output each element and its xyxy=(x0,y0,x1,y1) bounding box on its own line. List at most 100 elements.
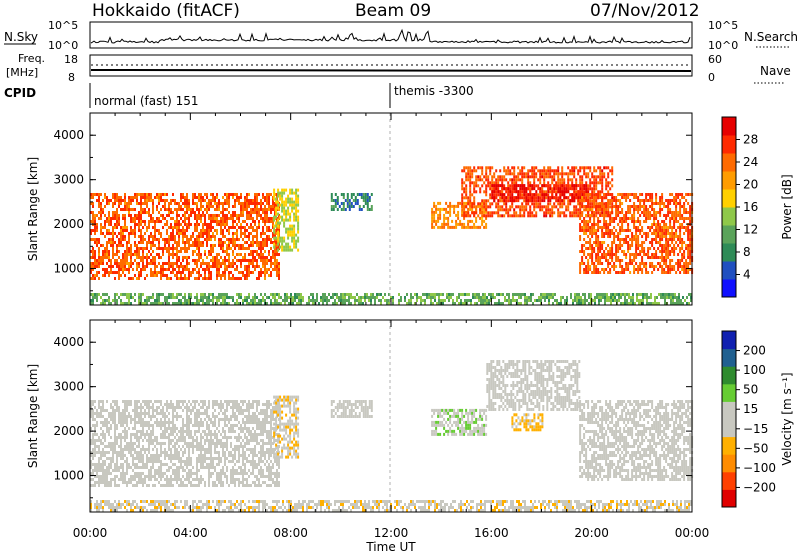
power-echo-cell xyxy=(522,293,524,296)
power-echo-cell xyxy=(673,238,676,241)
power-echo-cell xyxy=(218,268,220,271)
power-echo-cell xyxy=(176,296,178,299)
power-echo-cell xyxy=(457,204,460,208)
power-echo-cell xyxy=(527,175,530,179)
power-echo-cell xyxy=(266,202,268,205)
power-echo-cell xyxy=(275,206,278,210)
power-echo-cell xyxy=(226,253,228,256)
power-echo-cell xyxy=(286,296,288,299)
power-echo-cell xyxy=(623,220,626,223)
power-echo-cell xyxy=(433,216,436,220)
power-echo-cell xyxy=(172,256,174,259)
power-echo-cell xyxy=(216,256,218,259)
power-echo-cell xyxy=(653,256,656,259)
power-echo-cell xyxy=(200,235,202,238)
power-echo-cell xyxy=(264,274,266,277)
power-echo-cell xyxy=(573,193,576,197)
power-echo-cell xyxy=(601,178,604,182)
power-echo-cell xyxy=(120,235,122,238)
power-echo-cell xyxy=(104,299,106,302)
power-echo-cell xyxy=(182,256,184,259)
power-echo-cell xyxy=(589,205,592,209)
power-echo-cell xyxy=(489,184,492,188)
power-echo-cell xyxy=(679,235,682,238)
power-echo-cell xyxy=(162,238,164,241)
power-echo-cell xyxy=(609,232,612,235)
power-echo-cell xyxy=(583,226,586,229)
velocity-echo-cell xyxy=(92,433,94,436)
power-echo-cell xyxy=(484,302,486,305)
power-echo-cell xyxy=(106,232,108,235)
power-echo-cell xyxy=(244,247,246,250)
power-echo-cell xyxy=(98,211,100,214)
power-echo-cell xyxy=(260,241,262,244)
power-echo-cell xyxy=(273,218,276,222)
power-echo-cell xyxy=(549,175,552,179)
power-echo-cell xyxy=(639,199,642,202)
power-echo-cell xyxy=(152,293,154,296)
power-echo-cell xyxy=(601,262,604,265)
power-echo-cell xyxy=(116,293,118,296)
power-echo-cell xyxy=(240,271,242,274)
power-echo-cell xyxy=(595,241,598,244)
power-echo-cell xyxy=(154,259,156,262)
power-echo-cell xyxy=(246,277,248,280)
power-echo-cell xyxy=(631,235,634,238)
power-echo-cell xyxy=(102,226,104,229)
power-echo-cell xyxy=(212,259,214,262)
power-echo-cell xyxy=(655,253,658,256)
power-echo-cell xyxy=(643,211,646,214)
power-echo-cell xyxy=(277,200,280,204)
power-echo-cell xyxy=(494,296,496,299)
power-echo-cell xyxy=(242,271,244,274)
power-echo-cell xyxy=(449,204,452,208)
power-echo-cell xyxy=(555,172,558,176)
power-echo-cell xyxy=(609,199,612,202)
power-echo-cell xyxy=(168,296,170,299)
power-echo-cell xyxy=(192,271,194,274)
power-echo-cell xyxy=(114,217,116,220)
power-echo-cell xyxy=(581,166,584,170)
power-echo-cell xyxy=(649,196,652,199)
power-echo-cell xyxy=(599,226,602,229)
power-echo-cell xyxy=(277,218,280,222)
power-echo-cell xyxy=(130,296,132,299)
power-echo-cell xyxy=(511,166,514,170)
power-echo-cell xyxy=(633,202,636,205)
power-echo-cell xyxy=(368,299,370,302)
power-echo-cell xyxy=(428,293,430,296)
power-echo-cell xyxy=(671,229,674,232)
power-echo-cell xyxy=(180,229,182,232)
freq-frame xyxy=(89,54,693,77)
power-echo-cell xyxy=(140,235,142,238)
power-echo-cell xyxy=(471,193,474,197)
power-echo-cell xyxy=(166,299,168,302)
power-echo-cell xyxy=(661,226,664,229)
power-echo-cell xyxy=(683,271,686,274)
power-echo-cell xyxy=(104,247,106,250)
power-echo-cell xyxy=(272,199,274,202)
power-echo-cell xyxy=(285,218,288,222)
power-echo-cell xyxy=(685,259,688,262)
power-echo-cell xyxy=(212,244,214,247)
power-echo-cell xyxy=(240,205,242,208)
power-echo-cell xyxy=(206,202,208,205)
power-echo-cell xyxy=(234,220,236,223)
power-echo-cell xyxy=(463,225,466,229)
power-colorbar-swatch xyxy=(722,207,736,226)
power-echo-cell xyxy=(580,299,582,302)
power-echo-cell xyxy=(228,229,230,232)
power-echo-cell xyxy=(293,230,296,234)
power-colorbar-swatch xyxy=(722,261,736,280)
power-echo-cell xyxy=(669,232,672,235)
power-colorbar-tick-label: 8 xyxy=(743,245,751,259)
power-echo-cell xyxy=(479,211,482,215)
power-echo-cell xyxy=(126,256,128,259)
power-echo-cell xyxy=(130,247,132,250)
power-echo-cell xyxy=(475,208,478,212)
power-echo-cell xyxy=(560,299,562,302)
power-echo-cell xyxy=(228,217,230,220)
power-echo-cell xyxy=(565,196,568,200)
power-echo-cell xyxy=(318,302,320,305)
power-echo-cell xyxy=(224,296,226,299)
